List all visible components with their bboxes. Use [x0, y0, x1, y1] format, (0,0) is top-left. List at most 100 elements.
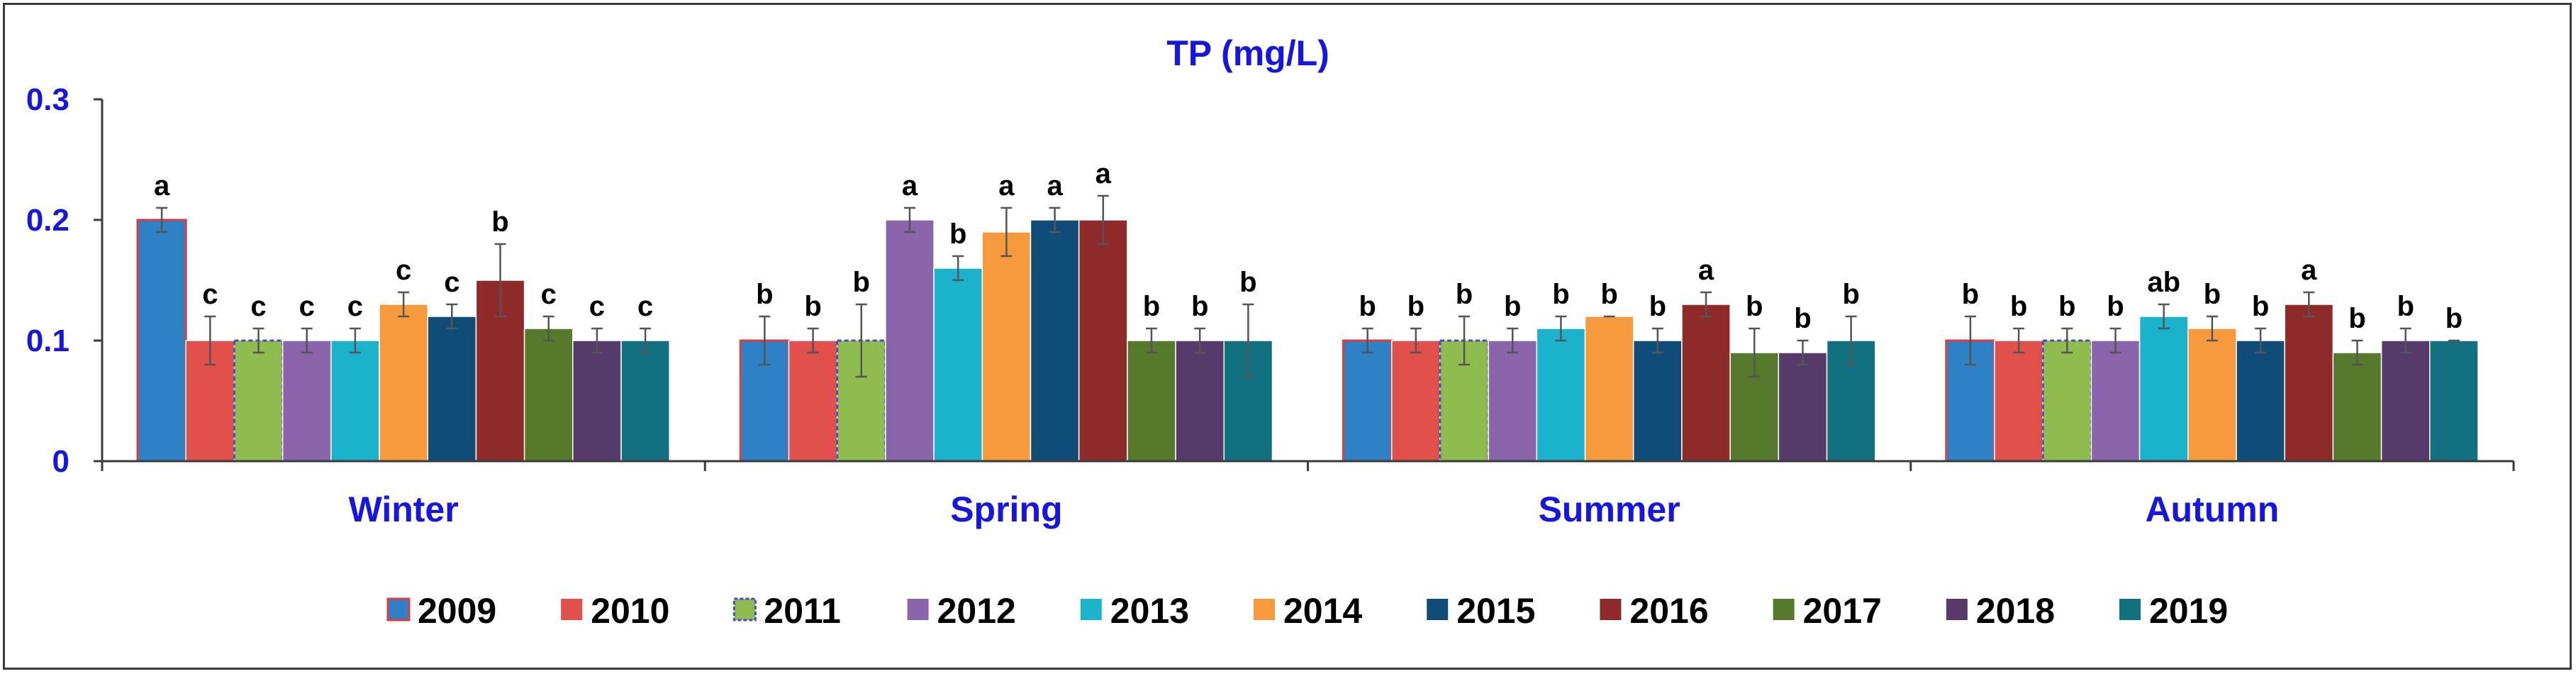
significance-letter: c	[299, 291, 315, 322]
significance-letter: b	[1600, 279, 1617, 310]
bar-2011-winter	[233, 339, 284, 463]
bar-2016-autumn	[2284, 304, 2334, 462]
bar-2013-summer	[1536, 328, 1586, 462]
legend-label: 2018	[1976, 591, 2055, 631]
legend-swatch	[907, 599, 929, 620]
significance-letter: a	[1698, 255, 1714, 286]
bar-2010-spring	[788, 340, 838, 462]
bar-2019-autumn	[2429, 340, 2479, 462]
legend-swatch	[1946, 599, 1968, 620]
bar-2015-spring	[1030, 219, 1080, 462]
legend-item-2015: 2015	[1427, 591, 1535, 631]
legend-item-2016: 2016	[1600, 591, 1709, 631]
significance-letter: b	[949, 219, 966, 250]
legend-item-2009: 2009	[386, 591, 496, 631]
legend-swatch	[386, 597, 411, 621]
bar-2014-autumn	[2187, 328, 2237, 462]
significance-letter: b	[804, 291, 821, 322]
category-label-spring: Spring	[950, 490, 1062, 529]
legend-label: 2014	[1283, 591, 1362, 631]
significance-letter: a	[902, 170, 918, 201]
bar-2013-spring	[933, 267, 983, 462]
chart-frame	[3, 3, 2572, 670]
bar-2009-summer	[1342, 339, 1393, 463]
y-tick-label: 0	[52, 444, 69, 479]
bar-2013-autumn	[2139, 316, 2189, 462]
significance-letter: c	[541, 279, 557, 310]
significance-letter: c	[347, 291, 363, 322]
category-label-summer: Summer	[1539, 490, 1680, 529]
significance-letter: b	[1746, 291, 1763, 322]
bar-2011-autumn	[2041, 339, 2092, 463]
legend-item-2014: 2014	[1254, 591, 1362, 631]
bar-2015-summer	[1632, 340, 1683, 462]
legend-item-2017: 2017	[1773, 591, 1882, 631]
significance-letter: b	[2252, 291, 2269, 322]
chart-title: TP (mg/L)	[1166, 33, 1329, 73]
legend-swatch	[1254, 599, 1275, 620]
significance-letter: b	[1962, 279, 1979, 310]
significance-letter: b	[756, 279, 773, 310]
bar-2012-spring	[885, 219, 935, 462]
significance-letter: a	[154, 170, 170, 201]
significance-letter: ab	[2147, 267, 2180, 298]
bar-2012-summer	[1488, 340, 1538, 462]
significance-letter: b	[1456, 279, 1473, 310]
bar-2012-autumn	[2090, 340, 2141, 462]
significance-letter: a	[998, 170, 1015, 201]
significance-letter: b	[2446, 303, 2463, 334]
bar-2017-winter	[523, 328, 574, 462]
legend-swatch	[561, 599, 583, 620]
legend-swatch	[732, 597, 757, 621]
legend-item-2013: 2013	[1080, 591, 1189, 631]
significance-letter: a	[1047, 170, 1063, 201]
legend-label: 2009	[418, 591, 496, 631]
bar-2019-winter	[620, 340, 670, 462]
legend-label: 2019	[2149, 591, 2228, 631]
significance-letter: c	[637, 291, 653, 322]
significance-letter: b	[1794, 303, 1811, 334]
significance-letter: b	[1143, 291, 1160, 322]
significance-letter: b	[491, 206, 508, 238]
significance-letter: a	[1095, 158, 1112, 189]
significance-letter: b	[1191, 291, 1208, 322]
significance-letter: b	[1842, 279, 1859, 310]
significance-letter: b	[1649, 291, 1666, 322]
category-label-winter: Winter	[349, 490, 459, 529]
significance-letter: b	[1407, 291, 1424, 322]
significance-letter: b	[2348, 303, 2365, 334]
bar-2013-winter	[330, 340, 380, 462]
legend-item-2018: 2018	[1946, 591, 2055, 631]
y-tick-label: 0.1	[26, 324, 69, 358]
bar-2016-spring	[1078, 219, 1128, 462]
significance-letter: b	[1552, 279, 1569, 310]
legend-item-2010: 2010	[561, 591, 669, 631]
significance-letter: c	[589, 291, 605, 322]
bar-2010-autumn	[1994, 340, 2043, 462]
legend-swatch	[1427, 599, 1449, 620]
legend-swatch	[1080, 599, 1102, 620]
bar-2010-summer	[1390, 340, 1441, 462]
category-label-autumn: Autumn	[2145, 490, 2279, 529]
y-tick-label: 0.2	[26, 203, 69, 238]
bar-2012-winter	[281, 340, 332, 462]
bar-2016-summer	[1681, 304, 1731, 462]
significance-letter: b	[2397, 291, 2414, 322]
legend-item-2012: 2012	[907, 591, 1016, 631]
significance-letter: c	[202, 279, 218, 310]
legend-swatch	[1600, 599, 1622, 620]
bar-2018-spring	[1175, 340, 1225, 462]
bar-2014-spring	[981, 231, 1032, 462]
bar-2018-winter	[572, 340, 622, 462]
y-tick-label: 0.3	[26, 82, 69, 117]
significance-letter: b	[2107, 291, 2124, 322]
significance-letter: c	[250, 291, 266, 322]
significance-letter: a	[2301, 255, 2317, 286]
bar-2014-winter	[379, 304, 428, 462]
significance-letter: b	[2204, 279, 2221, 310]
significance-letter: b	[1504, 291, 1521, 322]
legend-swatch	[1773, 599, 1795, 620]
legend-label: 2017	[1803, 591, 1882, 631]
legend-label: 2011	[764, 591, 840, 631]
